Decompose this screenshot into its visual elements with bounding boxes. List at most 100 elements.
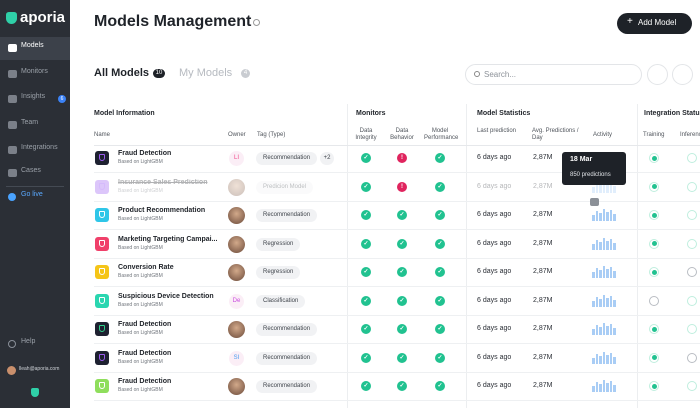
inference-status	[687, 153, 697, 163]
inference-status	[687, 267, 697, 277]
row-line	[94, 400, 700, 401]
divider	[466, 104, 467, 408]
tab-all[interactable]: All Models	[94, 67, 150, 79]
status-ok: ✓	[361, 238, 371, 249]
tab-my[interactable]: My Models	[179, 67, 233, 79]
column-header: Tag (Type)	[257, 132, 286, 138]
status-ok: ✓	[435, 238, 445, 249]
activity-bar	[606, 269, 609, 278]
model-name[interactable]: Fraud Detection	[118, 321, 172, 328]
activity-bar	[606, 212, 609, 221]
last-prediction: 6 days ago	[477, 382, 512, 389]
last-prediction: 6 days ago	[477, 325, 512, 332]
column-header: Activity	[593, 132, 613, 138]
activity-bar	[613, 271, 616, 278]
activity-bar	[609, 238, 612, 250]
training-status	[649, 324, 659, 334]
go-live[interactable]: Go live	[21, 191, 43, 198]
search-box[interactable]	[465, 64, 642, 85]
status-ok: ✓	[435, 210, 445, 220]
model-name[interactable]: Fraud Detection	[118, 378, 172, 385]
add-button-label[interactable]: Add Model	[638, 18, 677, 27]
model-name[interactable]: Insurance Sales Prediction	[118, 178, 208, 186]
column-header: Inference	[680, 132, 700, 138]
header-line	[94, 145, 700, 146]
nav-sep	[6, 186, 64, 187]
last-prediction: 6 days ago	[477, 268, 512, 275]
activity-bar	[613, 185, 616, 193]
sort-button[interactable]	[672, 64, 693, 85]
activity-bar	[595, 353, 598, 364]
filter-button[interactable]	[647, 64, 668, 85]
avg-predictions: 2,87M	[533, 296, 553, 304]
activity-bar	[595, 296, 598, 307]
model-base: Based on LightGBM	[118, 330, 163, 336]
owner-avatar	[228, 207, 245, 224]
activity-bar	[609, 324, 612, 335]
tab-count: 10	[153, 69, 165, 78]
inference-status	[687, 295, 697, 306]
activity-bar	[599, 355, 602, 364]
status-ok: ✓	[361, 181, 371, 192]
avg-predictions: 2,87M	[533, 154, 553, 161]
avg-predictions: 2,87M	[533, 211, 553, 218]
nav-item[interactable]: Integrations	[21, 144, 58, 151]
group-header: Model Information	[94, 110, 155, 117]
column-header: Model Performance	[424, 128, 459, 141]
training-dot	[651, 184, 657, 189]
model-name[interactable]: Fraud Detection	[118, 349, 172, 357]
divider	[347, 104, 348, 408]
nav-item[interactable]: Monitors	[21, 68, 48, 75]
nav-item[interactable]: Cases	[21, 167, 41, 174]
nav-item[interactable]: Insights	[21, 93, 46, 100]
tag: Recommendation	[256, 380, 318, 393]
activity-bar	[613, 356, 616, 364]
activity-bar	[602, 323, 605, 335]
model-name[interactable]: Conversion Rate	[118, 264, 174, 271]
add-button[interactable]	[617, 13, 692, 34]
activity-bar	[595, 268, 598, 278]
status-ok: ✓	[397, 210, 407, 220]
owner-avatar	[228, 378, 245, 395]
inference-status	[687, 238, 697, 249]
row-line	[94, 371, 700, 373]
logo: aporia	[20, 9, 66, 26]
activity-bar	[599, 384, 602, 392]
group-header: Monitors	[356, 110, 386, 117]
activity-bar	[602, 380, 605, 392]
status-alert: !	[397, 153, 407, 163]
owner-avatar	[228, 235, 245, 253]
inference-status	[687, 381, 697, 391]
nav-item[interactable]: Models	[21, 42, 44, 49]
logo-icon	[6, 12, 17, 24]
training-dot	[651, 269, 657, 275]
training-dot	[651, 241, 657, 246]
model-base: Based on LightGBM	[118, 358, 163, 365]
last-prediction: 6 days ago	[477, 239, 512, 247]
status-ok: ✓	[397, 352, 407, 363]
column-header: Last prediction	[477, 128, 517, 134]
model-name[interactable]: Fraud Detection	[118, 150, 172, 157]
tooltip-value: 850 predictions	[570, 172, 611, 178]
help[interactable]: Help	[21, 338, 36, 345]
model-name[interactable]: Suspicious Device Detection	[118, 292, 214, 300]
go-live-icon	[8, 193, 16, 201]
nav-icon	[8, 95, 17, 103]
model-icon-shield	[99, 239, 105, 247]
model-name[interactable]: Marketing Targeting Campai...	[118, 235, 218, 243]
column-header: Owner	[228, 132, 246, 138]
model-name[interactable]: Product Recommendation	[118, 207, 206, 214]
activity-bar	[606, 297, 609, 307]
user[interactable]: lleah@aporia.com	[19, 366, 60, 372]
activity-bar	[606, 326, 609, 335]
activity-bar	[602, 266, 605, 278]
tooltip-date: 18 Mar	[570, 156, 593, 163]
status-ok: ✓	[435, 324, 445, 334]
activity-bar	[609, 181, 612, 193]
row-line	[94, 343, 700, 344]
nav-item[interactable]: Team	[21, 119, 39, 126]
status-ok: ✓	[397, 295, 407, 306]
activity-bar	[613, 328, 616, 335]
column-header: Name	[94, 132, 111, 138]
activity-bar	[609, 381, 612, 392]
